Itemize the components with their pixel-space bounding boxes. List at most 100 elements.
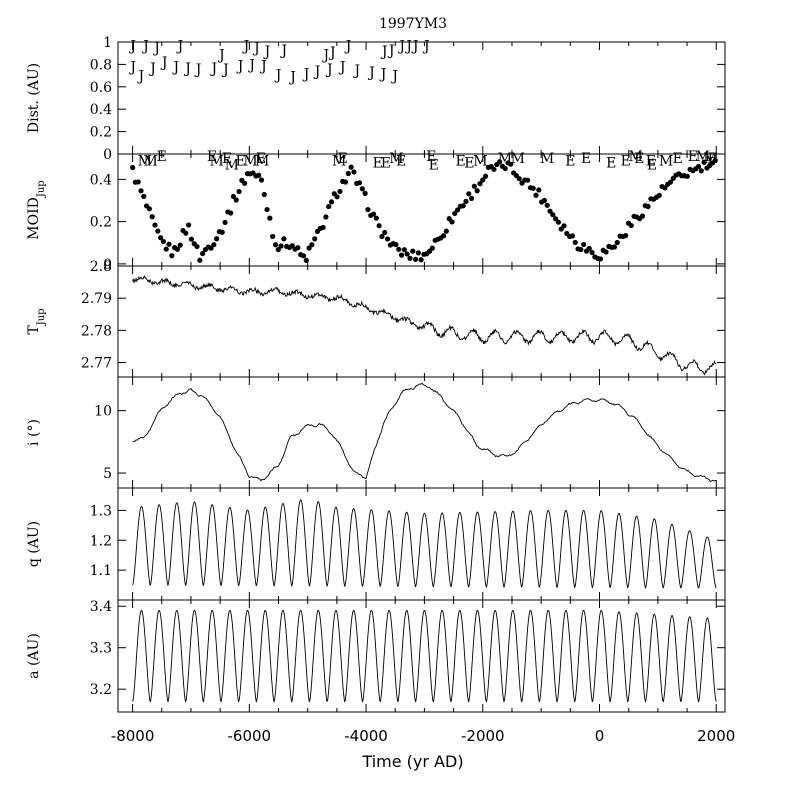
y-tick-label: 3.2	[90, 682, 112, 698]
x-tick-label: -8000	[111, 727, 155, 745]
marker-E: E	[455, 153, 465, 169]
moid-point	[163, 246, 169, 252]
moid-point	[541, 197, 548, 204]
marker-J: J	[194, 62, 202, 78]
marker-M: M	[659, 153, 673, 169]
moid-point	[429, 245, 435, 251]
moid-point	[272, 242, 279, 248]
marker-M: M	[138, 153, 152, 169]
y-tick-label: 1.2	[90, 533, 112, 549]
moid-point	[667, 179, 674, 185]
marker-J: J	[152, 41, 160, 57]
y-tick-label: 2.79	[81, 291, 112, 307]
marker-J: J	[141, 38, 149, 54]
moid-point	[303, 257, 309, 264]
moid-point	[480, 177, 486, 183]
moid-point	[454, 207, 461, 213]
moid-point	[645, 203, 651, 210]
marker-E: E	[429, 158, 439, 174]
x-axis-label: Time (yr AD)	[361, 752, 463, 771]
moid-point	[135, 179, 141, 185]
moid-point	[275, 246, 281, 253]
marker-J: J	[404, 38, 412, 54]
marker-M: M	[540, 151, 554, 167]
marker-E: E	[606, 155, 616, 171]
moid-point	[396, 246, 402, 252]
marker-E: E	[157, 149, 167, 165]
marker-J: J	[379, 66, 387, 82]
moid-point	[502, 165, 508, 172]
moid-point	[628, 222, 634, 229]
moid-point	[581, 241, 587, 248]
moid-point	[174, 246, 181, 252]
moid-point	[138, 188, 144, 194]
marker-E: E	[581, 151, 591, 167]
marker-M: M	[243, 153, 257, 169]
x-tick-label: -2000	[461, 727, 505, 745]
moid-point	[463, 198, 469, 204]
moid-point	[639, 213, 646, 219]
panel-frame	[117, 41, 726, 155]
moid-point	[695, 163, 702, 170]
moid-point	[211, 242, 217, 248]
marker-J: J	[352, 63, 360, 79]
y-tick-label: 3.3	[90, 641, 112, 657]
moid-point	[186, 222, 192, 228]
moid-point	[219, 229, 225, 235]
moid-point	[345, 170, 351, 177]
marker-J: J	[390, 69, 398, 85]
marker-E: E	[688, 149, 698, 165]
moid-point	[656, 192, 662, 198]
marker-J: J	[183, 61, 191, 77]
marker-E: E	[338, 151, 348, 167]
marker-J: J	[217, 47, 225, 63]
marker-J: J	[288, 70, 296, 86]
y-axis-label-main: MOID	[26, 197, 42, 240]
peri-series-line	[132, 499, 717, 589]
marker-J: J	[313, 64, 321, 80]
moid-point	[194, 243, 200, 250]
moid-point	[356, 180, 363, 186]
moid-point	[309, 242, 315, 248]
moid-point	[166, 241, 172, 247]
moid-point	[351, 169, 357, 175]
moid-point	[365, 206, 371, 213]
moid-point	[525, 177, 531, 183]
marker-M: M	[209, 153, 223, 169]
moid-point	[376, 223, 382, 229]
y-axis-label: MOIDJup	[26, 180, 47, 239]
marker-E: E	[207, 149, 217, 165]
moid-point	[393, 241, 399, 248]
marker-E: E	[426, 149, 436, 165]
y-tick-label: 0	[103, 147, 112, 163]
moid-point	[214, 236, 220, 242]
y-axis-label: q (AU)	[26, 521, 42, 567]
marker-E: E	[647, 158, 657, 174]
moid-point	[398, 252, 405, 258]
moid-point	[242, 180, 248, 186]
moid-point	[342, 179, 349, 185]
y-tick-label: 10	[94, 404, 112, 420]
moid-point	[684, 173, 690, 179]
moid-point	[295, 245, 301, 251]
chart-title: 1997YM3	[379, 16, 447, 32]
marker-J: J	[280, 43, 288, 59]
moid-point	[359, 186, 365, 192]
panel-incl: 5 10 i (°)	[26, 376, 726, 489]
marker-J: J	[252, 41, 260, 57]
panel-semi: 3.2 3.3 3.4 a (AU)	[26, 599, 726, 713]
moid-point	[449, 219, 455, 225]
moid-point	[569, 233, 576, 239]
marker-E: E	[222, 151, 232, 167]
marker-M: M	[225, 158, 239, 174]
marker-M: M	[332, 153, 346, 169]
moid-point	[712, 157, 718, 163]
x-tick-label: 2000	[697, 727, 735, 745]
marker-J: J	[397, 38, 405, 54]
marker-J: J	[236, 59, 244, 75]
moid-point	[530, 185, 536, 191]
y-tick-label: 0.4	[90, 172, 112, 188]
moid-point	[412, 256, 419, 262]
